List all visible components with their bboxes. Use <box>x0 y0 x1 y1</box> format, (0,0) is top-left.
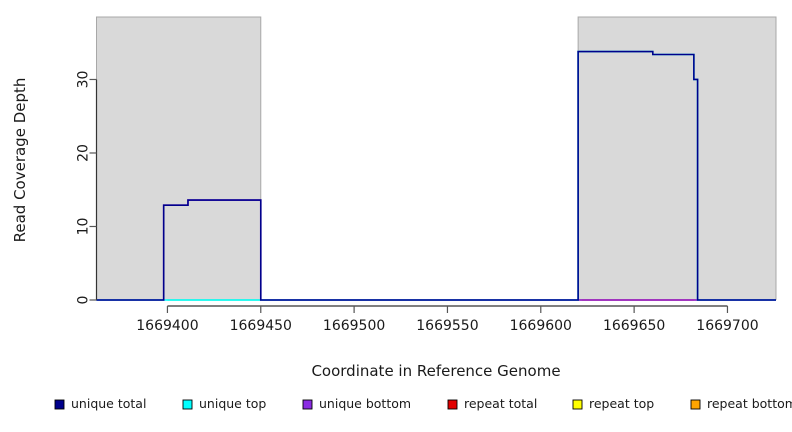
x-tick-label-1669700: 1669700 <box>696 318 758 334</box>
tick-labels-group: 0 10 20 30 1669400 1669450 1669500 1669550 16696… <box>76 71 759 334</box>
legend-swatch-repeat-bottom <box>690 399 701 410</box>
x-tick-label-1669650: 1669650 <box>603 318 665 334</box>
legend-label-repeat-bottom: repeat bottom <box>707 396 792 411</box>
x-tick-label-1669600: 1669600 <box>510 318 572 334</box>
shaded-regions-group <box>96 16 777 300</box>
axes-group <box>89 78 729 313</box>
legend-swatch-unique-bottom <box>302 399 313 410</box>
y-axis-title: Read Coverage Depth <box>11 78 29 243</box>
legend-swatch-unique-total <box>54 399 65 410</box>
x-axis-title: Coordinate in Reference Genome <box>311 362 560 380</box>
y-tick-label-20: 20 <box>76 144 92 162</box>
series-group <box>96 50 776 301</box>
x-tick-label-1669500: 1669500 <box>323 318 385 334</box>
legend-swatch-repeat-top <box>572 399 583 410</box>
y-tick-label-0: 0 <box>76 296 92 305</box>
repeat-region-right <box>578 17 776 300</box>
legend-swatch-unique-top <box>182 399 193 410</box>
legend-label-repeat-total: repeat total <box>464 396 537 411</box>
x-tick-label-1669550: 1669550 <box>416 318 478 334</box>
legend-label-repeat-top: repeat top <box>589 396 654 411</box>
legend-label-unique-total: unique total <box>71 396 146 411</box>
legend-label-unique-bottom: unique bottom <box>319 396 411 411</box>
series-unique-total <box>96 50 776 301</box>
x-tick-label-1669450: 1669450 <box>230 318 292 334</box>
legend-label-unique-top: unique top <box>199 396 266 411</box>
y-tick-label-10: 10 <box>76 218 92 236</box>
chart-legend: unique total unique top unique bottom repea… <box>54 396 792 411</box>
legend-swatch-repeat-total <box>447 399 458 410</box>
x-tick-label-1669400: 1669400 <box>136 318 198 334</box>
y-tick-label-30: 30 <box>76 71 92 89</box>
repeat-region-left <box>96 17 261 300</box>
